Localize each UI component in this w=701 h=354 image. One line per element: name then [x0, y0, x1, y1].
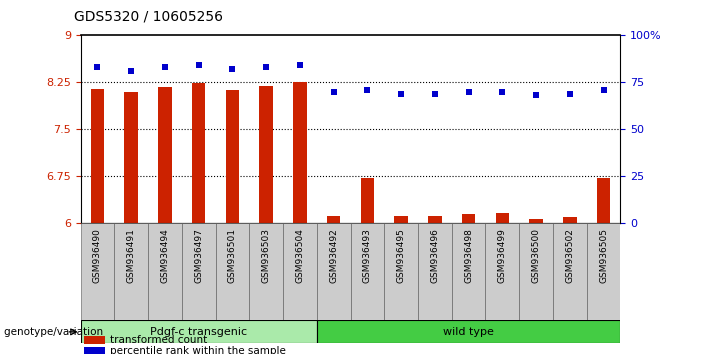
Text: GSM936490: GSM936490: [93, 228, 102, 283]
Point: [193, 63, 204, 68]
Bar: [114, 223, 148, 329]
Bar: [182, 223, 216, 329]
Text: GSM936498: GSM936498: [464, 228, 473, 283]
Point: [531, 93, 542, 98]
Bar: [317, 223, 350, 329]
Text: transformed count: transformed count: [110, 335, 207, 345]
Text: percentile rank within the sample: percentile rank within the sample: [110, 346, 286, 354]
Text: Pdgf-c transgenic: Pdgf-c transgenic: [150, 327, 247, 337]
Text: wild type: wild type: [443, 327, 494, 337]
Bar: [462, 214, 475, 223]
Bar: [148, 223, 182, 329]
Bar: [158, 87, 172, 223]
Text: GSM936493: GSM936493: [363, 228, 372, 283]
Bar: [428, 216, 442, 223]
Bar: [587, 223, 620, 329]
Text: GSM936501: GSM936501: [228, 228, 237, 283]
Point: [159, 64, 170, 70]
Point: [261, 64, 272, 70]
Bar: [485, 223, 519, 329]
Text: GDS5320 / 10605256: GDS5320 / 10605256: [74, 9, 223, 23]
Bar: [563, 217, 576, 223]
Point: [92, 64, 103, 70]
Bar: [384, 223, 418, 329]
Bar: [283, 223, 317, 329]
Bar: [553, 223, 587, 329]
Text: GSM936496: GSM936496: [430, 228, 440, 283]
Bar: [125, 92, 138, 223]
Text: GSM936500: GSM936500: [531, 228, 540, 283]
Point: [497, 89, 508, 95]
Point: [294, 63, 306, 68]
Bar: [327, 216, 341, 223]
Bar: [418, 223, 451, 329]
Text: GSM936495: GSM936495: [397, 228, 406, 283]
Text: GSM936504: GSM936504: [295, 228, 304, 283]
Point: [395, 91, 407, 96]
Bar: [250, 223, 283, 329]
Bar: [259, 86, 273, 223]
Bar: [81, 223, 114, 329]
Bar: [226, 90, 239, 223]
Bar: [519, 223, 553, 329]
Bar: [216, 223, 250, 329]
Bar: [360, 178, 374, 223]
Point: [362, 87, 373, 93]
Bar: [293, 82, 306, 223]
Text: GSM936494: GSM936494: [161, 228, 170, 283]
Text: GSM936499: GSM936499: [498, 228, 507, 283]
Bar: [192, 83, 205, 223]
Bar: [84, 347, 105, 354]
Bar: [597, 178, 611, 223]
Point: [227, 66, 238, 72]
Bar: [84, 336, 105, 344]
Text: GSM936505: GSM936505: [599, 228, 608, 283]
Point: [598, 87, 609, 93]
Point: [125, 68, 137, 74]
Text: GSM936492: GSM936492: [329, 228, 338, 283]
Text: genotype/variation: genotype/variation: [4, 327, 106, 337]
Bar: [90, 88, 104, 223]
Bar: [496, 213, 509, 223]
Text: GSM936497: GSM936497: [194, 228, 203, 283]
Text: GSM936503: GSM936503: [261, 228, 271, 283]
Point: [564, 91, 576, 96]
Bar: [529, 219, 543, 223]
Point: [429, 91, 440, 96]
Point: [328, 89, 339, 95]
Text: GSM936502: GSM936502: [565, 228, 574, 283]
Bar: [395, 216, 408, 223]
Point: [463, 89, 474, 95]
Bar: [81, 320, 317, 343]
Bar: [317, 320, 620, 343]
Bar: [350, 223, 384, 329]
Bar: [451, 223, 485, 329]
Text: GSM936491: GSM936491: [127, 228, 136, 283]
